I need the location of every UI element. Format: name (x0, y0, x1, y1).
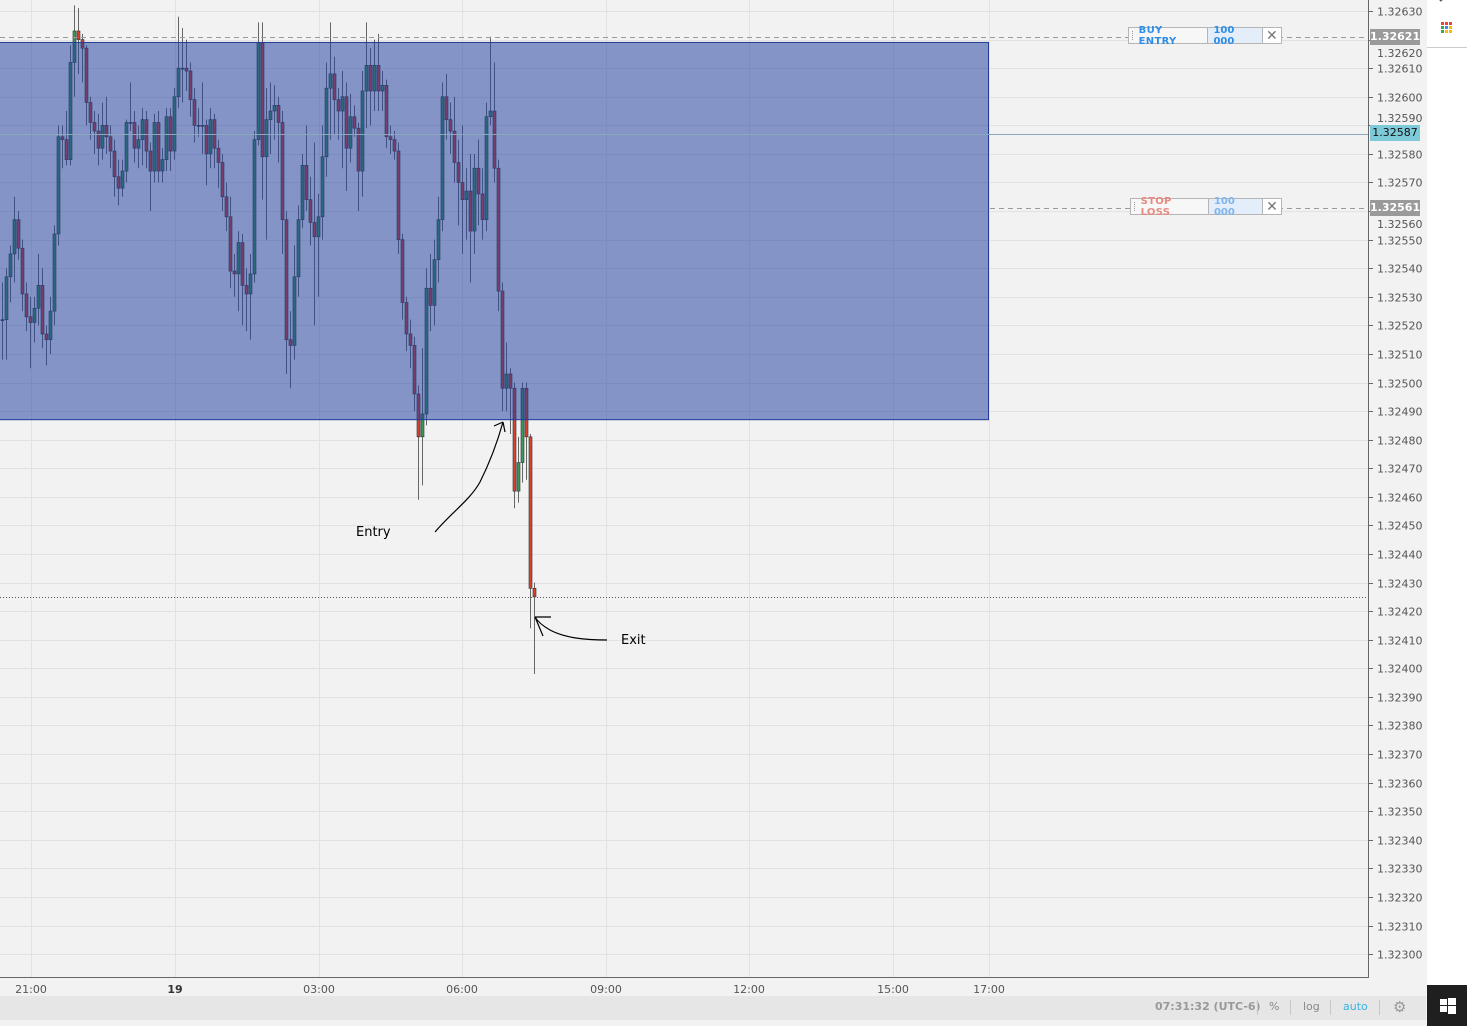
price-tick-label: 1.32530 (1377, 292, 1423, 305)
price-tick-label: 1.32620 (1377, 47, 1423, 60)
candle-body (76, 30, 81, 40)
buy-entry-label[interactable]: BUY ENTRY (1138, 24, 1177, 47)
time-axis[interactable]: 21:00 19 03:00 06:00 09:00 12:00 15:00 17:00 (15, 983, 1005, 996)
price-zone-rectangle[interactable] (0, 41, 989, 421)
divider (1379, 1000, 1380, 1015)
divider (1427, 47, 1467, 48)
candle (528, 433, 533, 629)
price-tick-label: 1.32310 (1377, 921, 1423, 934)
price-tick-label: 1.32540 (1377, 263, 1423, 276)
gear-icon[interactable]: ⚙ (1393, 998, 1407, 1016)
current-price-badge: 1.32587 (1370, 125, 1420, 141)
drag-handle-icon[interactable] (1129, 28, 1137, 43)
price-tick-label: 1.32630 (1377, 6, 1423, 19)
price-tick-label: 1.32420 (1377, 606, 1423, 619)
time-tick-label: 21:00 (15, 983, 47, 996)
windows-start-button[interactable] (1427, 985, 1467, 1026)
buy-entry-price-badge: 1.32621 (1370, 29, 1421, 45)
entry-annotation: Entry (356, 525, 391, 540)
price-tick-label: 1.32390 (1377, 692, 1423, 705)
exit-arrow (534, 616, 608, 641)
candle-body (516, 462, 521, 492)
price-tick-label: 1.32560 (1377, 218, 1423, 231)
price-chart[interactable]: 1.326301.326201.326101.326001.325901.325… (0, 0, 1427, 996)
divider (1290, 1000, 1291, 1015)
price-tick-label: 1.32460 (1377, 492, 1423, 505)
chevron-left-icon[interactable] (1437, 0, 1451, 8)
price-tick-label: 1.32300 (1377, 949, 1423, 962)
price-tick-label: 1.32490 (1377, 406, 1423, 419)
price-tick-label: 1.32570 (1377, 177, 1423, 190)
price-tick-label: 1.32350 (1377, 806, 1423, 819)
price-tick-label: 1.32430 (1377, 578, 1423, 591)
stop-loss-order[interactable]: STOP LOSS 100 000 ✕ (1130, 195, 1282, 218)
entry-arrow (434, 421, 506, 533)
stop-loss-price-badge: 1.32561 (1370, 200, 1421, 216)
drag-handle-icon[interactable] (1131, 199, 1139, 214)
apps-grid-icon[interactable] (1441, 22, 1455, 36)
candle-body (528, 436, 533, 589)
price-tick-label: 1.32440 (1377, 549, 1423, 562)
price-tick-label: 1.32480 (1377, 435, 1423, 448)
candle-body (532, 588, 537, 598)
auto-toggle[interactable]: auto (1343, 1000, 1368, 1013)
time-tick-label: 15:00 (877, 983, 909, 996)
price-tick-label: 1.32450 (1377, 520, 1423, 533)
price-tick-label: 1.32580 (1377, 149, 1423, 162)
log-toggle[interactable]: log (1303, 1000, 1320, 1013)
windows-logo-icon (1440, 998, 1456, 1014)
price-tick-label: 1.32360 (1377, 778, 1423, 791)
time-tick-label: 03:00 (303, 983, 335, 996)
price-tick-label: 1.32510 (1377, 349, 1423, 362)
divider (1330, 1000, 1331, 1015)
price-tick-label: 1.32340 (1377, 835, 1423, 848)
price-tick-label: 1.32320 (1377, 892, 1423, 905)
price-tick-label: 1.32470 (1377, 463, 1423, 476)
price-axis[interactable]: 1.326301.326201.326101.326001.325901.325… (1368, 6, 1423, 962)
time-tick-label: 09:00 (590, 983, 622, 996)
price-tick-label: 1.32520 (1377, 320, 1423, 333)
price-tick-label: 1.32500 (1377, 378, 1423, 391)
price-tick-label: 1.32550 (1377, 235, 1423, 248)
close-icon[interactable]: ✕ (1261, 199, 1281, 215)
price-tick-label: 1.32400 (1377, 663, 1423, 676)
clock: 07:31:32 (UTC-6) (1155, 1000, 1261, 1013)
buy-entry-qty[interactable]: 100 000 (1207, 25, 1262, 47)
time-tick-label: 17:00 (973, 983, 1005, 996)
close-icon[interactable]: ✕ (1261, 28, 1281, 44)
bottom-toolbar: 07:31:32 (UTC-6) % log auto ⚙ (0, 996, 1426, 1020)
exit-annotation: Exit (621, 633, 646, 648)
price-tick-label: 1.32410 (1377, 635, 1423, 648)
stop-loss-qty[interactable]: 100 000 (1207, 196, 1262, 218)
price-tick-label: 1.32590 (1377, 112, 1423, 125)
right-sidebar (1427, 0, 1467, 1026)
time-tick-label: 06:00 (446, 983, 478, 996)
percent-toggle[interactable]: % (1269, 1000, 1280, 1013)
price-tick-label: 1.32330 (1377, 863, 1423, 876)
candle (516, 436, 521, 503)
price-tick-label: 1.32600 (1377, 92, 1423, 105)
price-tick-label: 1.32370 (1377, 749, 1423, 762)
price-tick-label: 1.32610 (1377, 63, 1423, 76)
price-tick-label: 1.32380 (1377, 720, 1423, 733)
stop-loss-label[interactable]: STOP LOSS (1140, 195, 1172, 218)
divider (1257, 1000, 1258, 1015)
time-tick-label: 12:00 (733, 983, 765, 996)
time-tick-label: 19 (167, 983, 182, 996)
buy-entry-order[interactable]: BUY ENTRY 100 000 ✕ (1128, 24, 1282, 47)
